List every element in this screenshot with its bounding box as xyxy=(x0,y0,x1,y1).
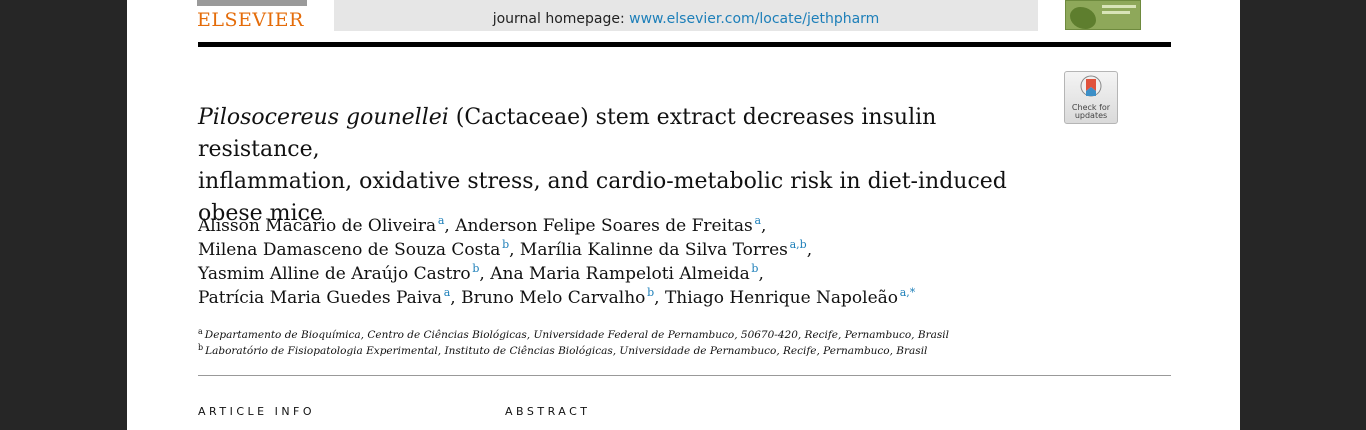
author-name[interactable]: Patrícia Maria Guedes Paiva xyxy=(198,288,442,308)
author-affiliation-link[interactable]: b xyxy=(647,286,655,299)
author-name[interactable]: Bruno Melo Carvalho xyxy=(461,288,646,308)
elsevier-tree-icon xyxy=(197,0,307,6)
paper-page: ELSEVIER journal homepage: www.elsevier.… xyxy=(127,0,1240,430)
author-name[interactable]: Thiago Henrique Napoleão xyxy=(664,288,899,308)
title-line1-rest: (Cactaceae) stem extract decreases insul… xyxy=(198,105,937,162)
title-species: Pilosocereus gounellei xyxy=(198,105,449,130)
author-name[interactable]: Marília Kalinne da Silva Torres xyxy=(519,240,788,260)
author-affiliation-link[interactable]: a,b xyxy=(789,238,807,251)
author-affiliation-link[interactable]: b xyxy=(472,262,480,275)
title-line3: obese mice xyxy=(198,201,323,226)
crossmark-icon xyxy=(1080,75,1102,97)
author-affiliation-link[interactable]: a xyxy=(437,214,445,227)
publisher-logo[interactable]: ELSEVIER xyxy=(197,9,304,31)
check-for-updates-button[interactable]: Check for updates xyxy=(1064,71,1118,124)
affiliation-text: Departamento de Bioquímica, Centro de Ci… xyxy=(204,329,949,341)
affiliation-key: b xyxy=(198,343,204,352)
journal-homepage-line: journal homepage: www.elsevier.com/locat… xyxy=(334,11,1038,27)
header-divider xyxy=(198,42,1171,47)
article-info-heading: ARTICLE INFO xyxy=(198,405,316,418)
cover-plant-icon xyxy=(1070,7,1096,29)
author-name[interactable]: Yasmim Alline de Araújo Castro xyxy=(198,264,471,284)
abstract-heading: ABSTRACT xyxy=(505,405,591,418)
crossmark-label-line1: Check for xyxy=(1071,103,1111,112)
affiliation-key: a xyxy=(198,327,203,336)
author-name[interactable]: Milena Damasceno de Souza Costa xyxy=(198,240,501,260)
article-title: Pilosocereus gounellei (Cactaceae) stem … xyxy=(198,102,1058,230)
author-name[interactable]: Anderson Felipe Soares de Freitas xyxy=(455,216,753,236)
left-margin xyxy=(0,0,127,430)
author-affiliation-link[interactable]: a,* xyxy=(899,286,916,299)
author-name[interactable]: Ana Maria Rampeloti Almeida xyxy=(490,264,750,284)
journal-homepage-banner: journal homepage: www.elsevier.com/locat… xyxy=(334,0,1038,31)
affiliation-list: a Departamento de Bioquímica, Centro de C… xyxy=(198,327,1098,359)
right-margin xyxy=(1240,0,1366,430)
homepage-label: journal homepage: xyxy=(492,11,625,27)
affiliation-item: a Departamento de Bioquímica, Centro de C… xyxy=(198,327,1098,343)
cover-text-strip xyxy=(1102,11,1130,14)
affiliation-text: Laboratório de Fisiopatologia Experiment… xyxy=(205,345,928,357)
title-line2: inflammation, oxidative stress, and card… xyxy=(198,169,1007,194)
crossmark-label-line2: updates xyxy=(1074,111,1108,120)
section-divider xyxy=(198,375,1171,376)
author-name[interactable]: Alisson Macário de Oliveira xyxy=(198,216,437,236)
affiliation-item: b Laboratório de Fisiopatologia Experimen… xyxy=(198,343,1098,359)
author-affiliation-link[interactable]: a xyxy=(754,214,761,227)
author-affiliation-link[interactable]: b xyxy=(502,238,510,251)
author-affiliation-link[interactable]: b xyxy=(751,262,759,275)
homepage-link[interactable]: www.elsevier.com/locate/jethpharm xyxy=(629,11,880,27)
cover-text-strip xyxy=(1102,5,1136,8)
author-list: Alisson Macário de Oliveira a, Anderson … xyxy=(198,214,916,308)
journal-cover-thumbnail[interactable] xyxy=(1065,0,1141,30)
author-affiliation-link[interactable]: a xyxy=(443,286,451,299)
crossmark-label: Check for updates xyxy=(1065,104,1117,120)
